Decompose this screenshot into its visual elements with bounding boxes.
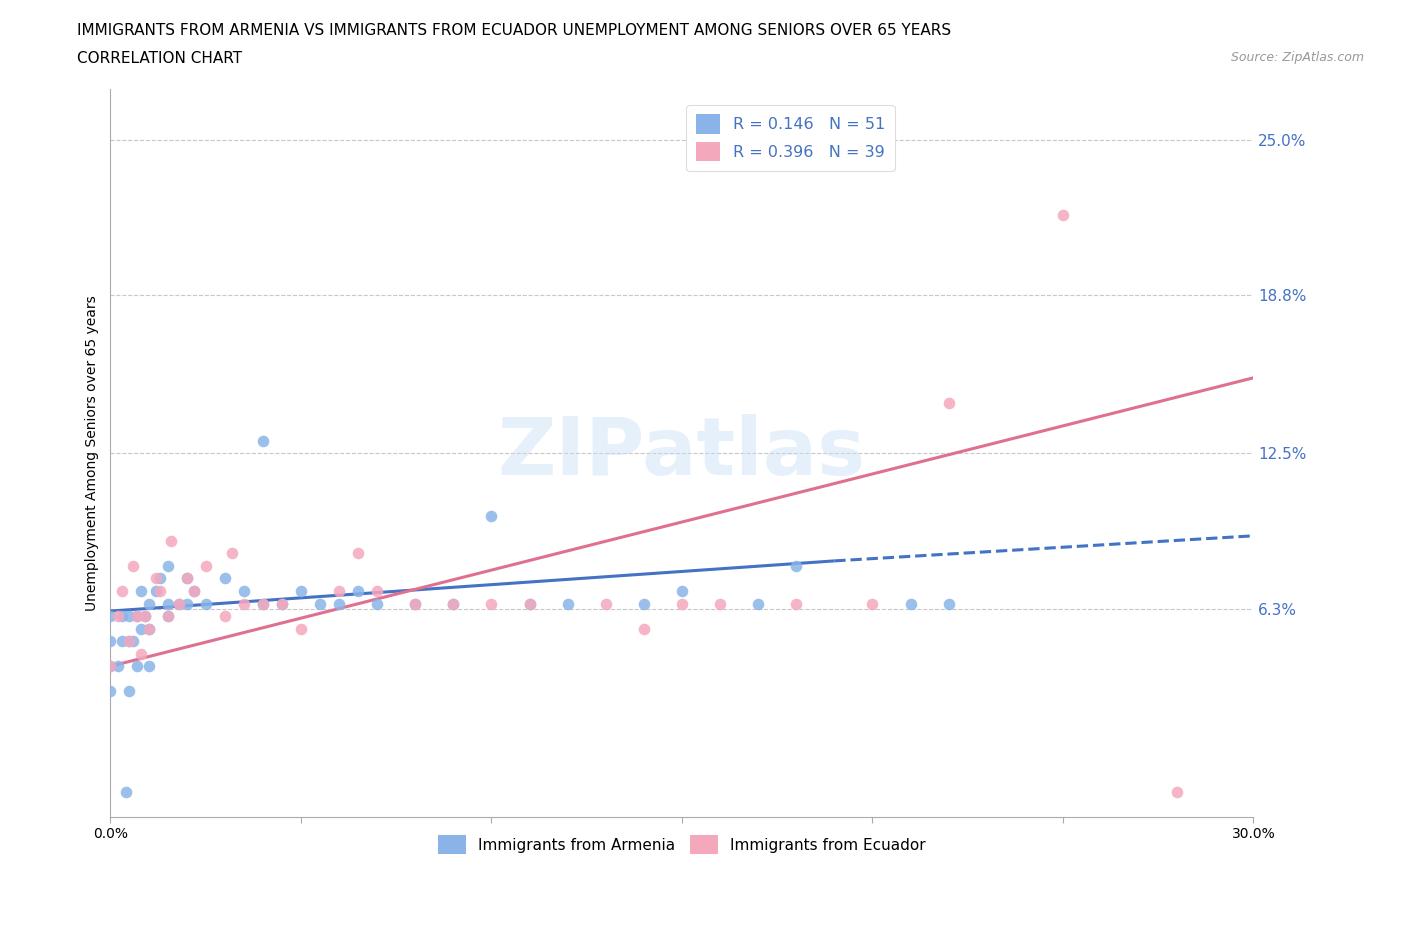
Point xyxy=(183,583,205,598)
Point xyxy=(176,596,198,611)
Point xyxy=(100,658,122,673)
Text: IMMIGRANTS FROM ARMENIA VS IMMIGRANTS FROM ECUADOR UNEMPLOYMENT AMONG SENIORS OV: IMMIGRANTS FROM ARMENIA VS IMMIGRANTS FR… xyxy=(77,23,952,38)
Point xyxy=(232,583,254,598)
Point xyxy=(100,684,122,698)
Point xyxy=(519,596,541,611)
Point xyxy=(149,583,172,598)
Point xyxy=(270,596,292,611)
Point xyxy=(671,596,693,611)
Point xyxy=(557,596,579,611)
Point xyxy=(129,646,152,661)
Point xyxy=(129,621,152,636)
Text: Source: ZipAtlas.com: Source: ZipAtlas.com xyxy=(1230,51,1364,64)
Point xyxy=(671,583,693,598)
Point xyxy=(404,596,426,611)
Point xyxy=(252,596,274,611)
Point xyxy=(118,684,141,698)
Point xyxy=(290,583,312,598)
Point xyxy=(860,596,883,611)
Point xyxy=(441,596,464,611)
Point xyxy=(156,596,179,611)
Point xyxy=(221,546,243,561)
Point xyxy=(156,608,179,623)
Point xyxy=(129,583,152,598)
Point xyxy=(167,596,190,611)
Point xyxy=(214,571,236,586)
Point xyxy=(785,559,807,574)
Point xyxy=(270,596,292,611)
Point xyxy=(747,596,769,611)
Point xyxy=(519,596,541,611)
Point xyxy=(252,596,274,611)
Point xyxy=(100,633,122,648)
Point xyxy=(1052,207,1074,222)
Point xyxy=(118,608,141,623)
Point xyxy=(194,559,217,574)
Point xyxy=(100,658,122,673)
Point xyxy=(481,596,503,611)
Point xyxy=(785,596,807,611)
Point xyxy=(125,608,148,623)
Point xyxy=(938,596,960,611)
Point xyxy=(167,596,190,611)
Point xyxy=(900,596,922,611)
Point xyxy=(111,608,134,623)
Point xyxy=(366,583,388,598)
Point xyxy=(111,633,134,648)
Point xyxy=(481,509,503,524)
Point xyxy=(290,621,312,636)
Point xyxy=(328,583,350,598)
Point xyxy=(125,658,148,673)
Point xyxy=(156,559,179,574)
Text: CORRELATION CHART: CORRELATION CHART xyxy=(77,51,242,66)
Y-axis label: Unemployment Among Seniors over 65 years: Unemployment Among Seniors over 65 years xyxy=(86,295,100,611)
Point xyxy=(366,596,388,611)
Point xyxy=(107,608,129,623)
Point xyxy=(309,596,332,611)
Point xyxy=(176,571,198,586)
Point xyxy=(149,571,172,586)
Point xyxy=(441,596,464,611)
Legend: Immigrants from Armenia, Immigrants from Ecuador: Immigrants from Armenia, Immigrants from… xyxy=(432,830,932,860)
Point xyxy=(145,583,167,598)
Point xyxy=(118,633,141,648)
Point xyxy=(328,596,350,611)
Point xyxy=(134,608,156,623)
Point xyxy=(938,395,960,410)
Point xyxy=(214,608,236,623)
Point xyxy=(138,658,160,673)
Point xyxy=(138,621,160,636)
Text: ZIPatlas: ZIPatlas xyxy=(498,414,866,492)
Point xyxy=(252,433,274,448)
Point xyxy=(347,546,370,561)
Point xyxy=(107,658,129,673)
Point xyxy=(633,621,655,636)
Point xyxy=(122,559,145,574)
Point xyxy=(114,784,136,799)
Point xyxy=(347,583,370,598)
Point xyxy=(176,571,198,586)
Point xyxy=(156,608,179,623)
Point xyxy=(183,583,205,598)
Point xyxy=(125,608,148,623)
Point xyxy=(122,633,145,648)
Point xyxy=(138,596,160,611)
Point xyxy=(145,571,167,586)
Point xyxy=(100,608,122,623)
Point xyxy=(138,621,160,636)
Point xyxy=(134,608,156,623)
Point xyxy=(118,633,141,648)
Point xyxy=(160,534,183,549)
Point xyxy=(194,596,217,611)
Point xyxy=(404,596,426,611)
Point xyxy=(232,596,254,611)
Point xyxy=(633,596,655,611)
Point xyxy=(111,583,134,598)
Point xyxy=(1166,784,1188,799)
Point xyxy=(709,596,731,611)
Point xyxy=(595,596,617,611)
